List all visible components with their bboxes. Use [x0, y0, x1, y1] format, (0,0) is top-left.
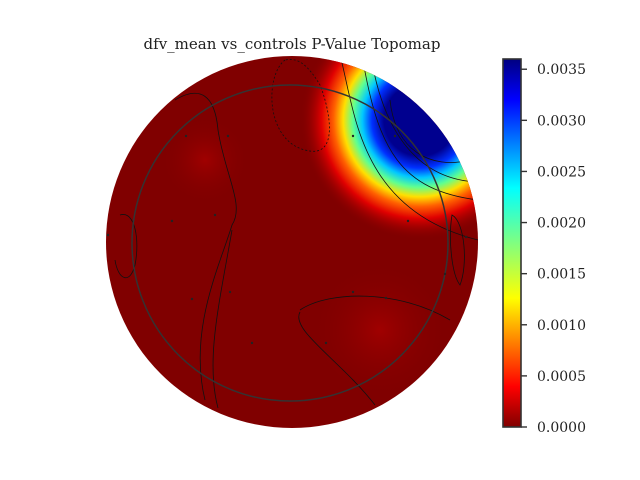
contour-line-right-low: [298, 311, 376, 406]
contour-line-left-edge: [114, 214, 138, 278]
colorbar-tick-label: 0.0005: [537, 369, 586, 385]
colorbar-gradient: [503, 59, 521, 427]
colorbar-tick-label: 0.0020: [537, 216, 586, 232]
colorbar-tick-label: 0.0035: [537, 62, 586, 78]
sensor-marker: [213, 213, 217, 217]
contour-line-left: [174, 92, 237, 401]
contour-line-peak-outer: [339, 56, 478, 241]
sensor-marker: [406, 219, 410, 223]
sensor-marker: [190, 297, 194, 301]
sensor-markers: [106, 134, 468, 345]
sensor-marker: [170, 219, 174, 223]
sensor-marker: [464, 235, 468, 239]
sensor-marker: [324, 341, 328, 345]
sensor-marker: [106, 233, 110, 237]
colorbar-tick-label: 0.0010: [537, 318, 586, 334]
contour-line-peak-mid: [361, 56, 478, 201]
sensor-marker: [351, 134, 355, 138]
contour-line-bottom-left: [212, 229, 233, 409]
peak-region: [106, 56, 478, 428]
contour-line-right-edge: [450, 214, 465, 286]
sensor-marker: [393, 134, 397, 138]
sensor-marker: [184, 134, 188, 138]
sensor-marker: [384, 296, 388, 300]
sensor-marker: [226, 134, 230, 138]
contour-line-peak-core: [389, 99, 471, 163]
colorbar-frame: [502, 58, 522, 428]
sensor-marker: [228, 290, 232, 294]
chart-title: dfv_mean vs_controls P-Value Topomap: [144, 35, 441, 53]
contour-lines: [114, 56, 478, 409]
sensor-marker: [443, 272, 447, 276]
colorbar-ticks: 0.0000 0.0005 0.0010 0.0015 0.0020 0.0025 0.00…: [521, 62, 586, 436]
colorbar-tick-label: 0.0025: [537, 164, 586, 180]
contour-line-peak-inner: [371, 61, 478, 183]
topomap-head: [106, 56, 478, 428]
head-outline: [131, 84, 449, 402]
colorbar: 0.0000 0.0005 0.0010 0.0015 0.0020 0.0025 0.00…: [502, 58, 586, 436]
colorbar-tick-label: 0.0000: [537, 420, 586, 436]
colorbar-tick-label: 0.0030: [537, 113, 586, 129]
colorbar-tick-label: 0.0015: [537, 267, 586, 283]
sensor-marker: [351, 290, 355, 294]
sensor-marker: [250, 341, 254, 345]
